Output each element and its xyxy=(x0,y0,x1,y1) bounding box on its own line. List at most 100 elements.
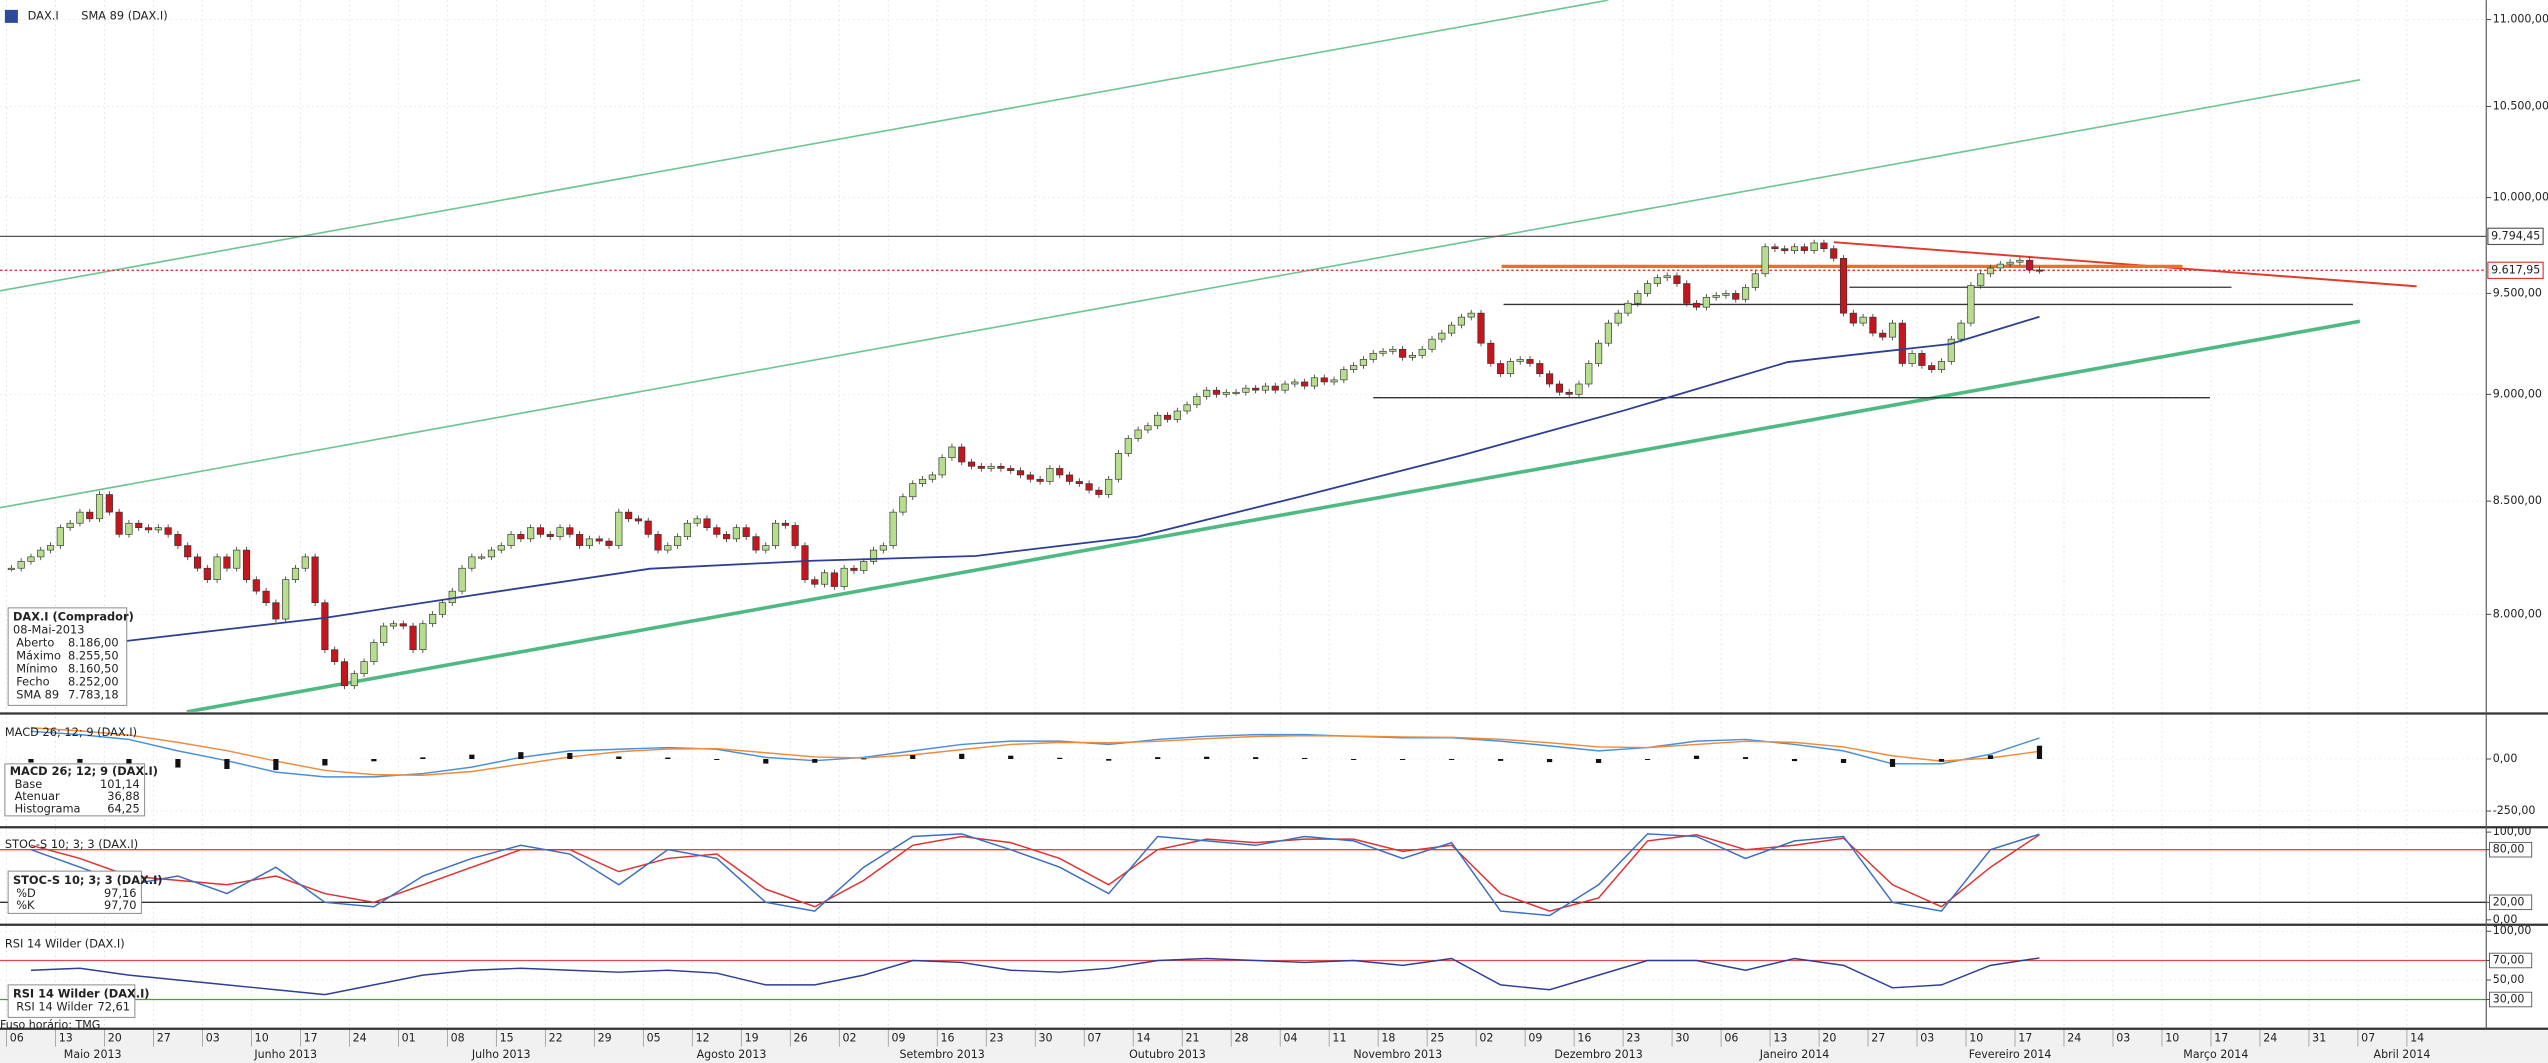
histogram-bar xyxy=(1595,759,1602,763)
histogram-bar xyxy=(1693,755,1700,760)
candle xyxy=(1575,383,1583,395)
info-value: 8.186,00 xyxy=(68,636,119,650)
month-label: Dezembro 2013 xyxy=(1554,1048,1642,1061)
candle xyxy=(1065,474,1074,482)
candle xyxy=(1320,377,1328,383)
candle xyxy=(223,556,231,569)
candle xyxy=(2026,259,2034,271)
histogram-bar xyxy=(1106,759,1112,761)
candle xyxy=(1046,468,1054,482)
candle xyxy=(1056,468,1064,476)
histogram-bar xyxy=(420,757,426,760)
x-tick-label: 27 xyxy=(1871,1032,1885,1045)
x-tick-label: 24 xyxy=(2263,1032,2277,1045)
candle xyxy=(1281,383,1289,391)
histogram-bar xyxy=(1987,755,1994,760)
candle xyxy=(1957,322,1965,340)
candle xyxy=(1085,483,1093,491)
candle xyxy=(135,522,143,528)
candle xyxy=(791,525,799,546)
candle xyxy=(233,549,241,569)
candle xyxy=(1761,246,1769,275)
candle xyxy=(1937,361,1946,370)
x-tick-label: 10 xyxy=(2165,1032,2179,1045)
candle xyxy=(360,661,368,674)
candle xyxy=(1359,359,1368,366)
candle xyxy=(1506,361,1514,375)
x-tick-label: 18 xyxy=(1381,1032,1395,1045)
candle xyxy=(1418,348,1426,356)
x-tick-label: 06 xyxy=(1724,1032,1738,1045)
x-tick-label: 24 xyxy=(353,1032,367,1045)
candle xyxy=(1908,352,1916,364)
candle xyxy=(193,556,202,569)
candle xyxy=(938,457,946,476)
candle xyxy=(1604,322,1612,344)
info-box xyxy=(7,870,142,914)
histogram-bar xyxy=(616,756,622,760)
info-value: 8.252,00 xyxy=(68,675,119,689)
candle xyxy=(350,673,358,687)
candle xyxy=(517,534,525,540)
candle xyxy=(850,567,858,571)
histogram-bar xyxy=(1889,759,1896,767)
histogram-bar xyxy=(371,759,377,762)
x-tick-label: 16 xyxy=(941,1032,955,1045)
info-value: 8.160,50 xyxy=(68,662,119,676)
timezone: Fuso horário: TMG xyxy=(0,1019,100,1032)
month-label: Outubro 2013 xyxy=(1129,1048,1206,1061)
info-label: Mínimo xyxy=(16,662,57,676)
candle xyxy=(1134,429,1142,439)
y-tick-label: 0,00 xyxy=(2493,752,2518,765)
candle xyxy=(1408,355,1417,358)
candle xyxy=(1369,352,1377,360)
candle xyxy=(683,522,691,537)
candle xyxy=(1977,273,1985,286)
candle xyxy=(811,579,819,585)
candle xyxy=(987,465,995,469)
month-label: Abril 2014 xyxy=(2374,1048,2431,1061)
candle xyxy=(1222,391,1230,395)
candle xyxy=(2035,269,2044,272)
candle xyxy=(56,527,64,546)
candle xyxy=(1016,470,1025,476)
price-label: 9.794,45 xyxy=(2491,229,2540,242)
candle xyxy=(1271,385,1279,391)
x-tick-label: 28 xyxy=(1234,1032,1248,1045)
candle xyxy=(1810,242,1818,251)
x-tick-label: 20 xyxy=(108,1032,122,1045)
indicator-line xyxy=(30,834,2040,912)
x-tick-label: 16 xyxy=(1577,1032,1591,1045)
candle xyxy=(2006,261,2014,265)
candle xyxy=(1683,283,1691,304)
y-tick-label: 20,00 xyxy=(2493,895,2525,908)
candle xyxy=(1790,246,1799,251)
candle xyxy=(1252,387,1260,391)
histogram-bar xyxy=(1008,755,1014,760)
x-tick-label: 29 xyxy=(598,1032,612,1045)
candle xyxy=(742,527,750,537)
candle xyxy=(664,545,672,551)
candle xyxy=(585,538,594,546)
candle xyxy=(272,602,280,620)
legend-label: %K xyxy=(16,898,35,912)
y-tick-box xyxy=(2489,991,2533,1008)
y-tick-box xyxy=(2489,841,2533,858)
x-tick-label: 10 xyxy=(1969,1032,1983,1045)
histogram-bar xyxy=(2036,745,2043,760)
candle xyxy=(899,496,907,513)
y-tick-label: 30,00 xyxy=(2493,993,2525,1006)
y-tick-label: 9.500,00 xyxy=(2493,286,2542,299)
info-value: 7.783,18 xyxy=(68,688,119,702)
candle xyxy=(37,549,45,558)
candle xyxy=(380,625,388,643)
candle xyxy=(1800,246,1808,251)
candle xyxy=(438,602,447,615)
histogram-bar xyxy=(959,753,965,760)
candle xyxy=(1095,489,1103,495)
indicator-line xyxy=(30,730,2040,778)
histogram-bar xyxy=(1253,757,1259,760)
candle xyxy=(693,518,701,524)
month-label: Junho 2013 xyxy=(253,1048,317,1061)
candle xyxy=(487,549,496,558)
